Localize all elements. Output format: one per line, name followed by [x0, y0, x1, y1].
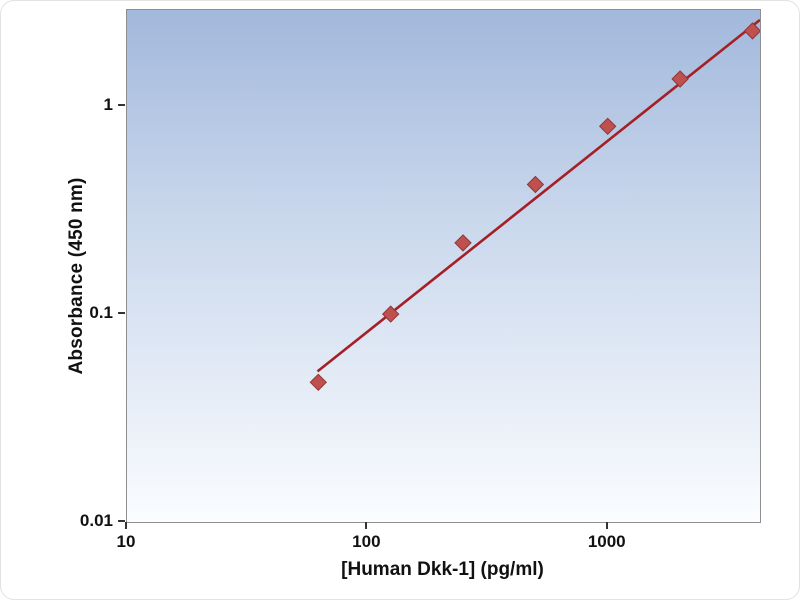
y-tick-mark — [118, 312, 125, 315]
data-point-marker — [454, 234, 472, 252]
scatter-plot — [309, 18, 760, 392]
plot-area — [126, 9, 761, 523]
data-point-marker — [743, 22, 760, 40]
x-tick-label: 1000 — [587, 532, 626, 551]
data-point-marker — [671, 70, 689, 88]
y-tick-mark — [118, 520, 125, 522]
x-axis-label: [Human Dkk-1] (pg/ml) — [341, 559, 544, 580]
x-tick-label: 100 — [352, 532, 381, 551]
x-tick-mark — [365, 522, 368, 529]
y-axis-label: Absorbance (450 nm) — [66, 177, 87, 375]
y-tick-mark — [118, 104, 125, 107]
y-tick-label: 0.1 — [89, 303, 113, 323]
data-point-marker — [309, 373, 328, 392]
data-point-marker — [598, 117, 617, 136]
data-point-marker — [381, 305, 400, 323]
x-tick-mark — [605, 522, 608, 529]
x-tick-label: 10 — [116, 532, 136, 551]
x-tick-mark — [125, 522, 127, 529]
data-point-marker — [526, 175, 545, 194]
y-tick-label: 1 — [103, 95, 113, 115]
y-tick-label: 0.01 — [79, 511, 113, 530]
